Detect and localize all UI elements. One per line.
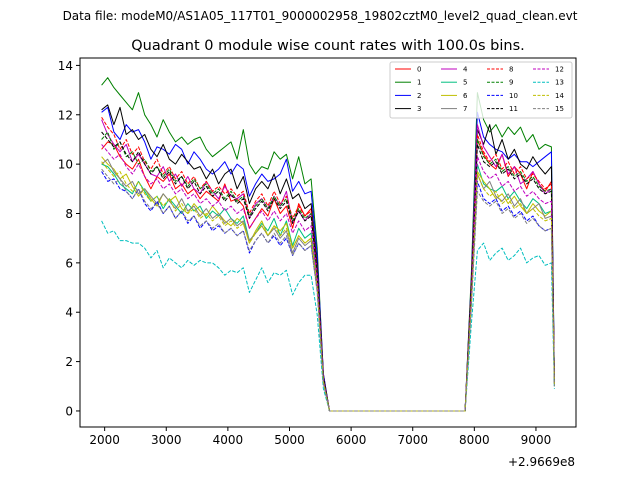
legend-box [389,61,573,119]
axis-ticks: 2000 3000 4000 5000 6000 7000 8000 900002468101… [58,59,552,447]
legend-label-7: 7 [463,105,467,113]
legend-label-12: 12 [555,66,564,74]
axes-frame [79,57,577,428]
legend-label-4: 4 [463,66,468,74]
series-line-8 [101,116,555,412]
y-tick-label: 0 [65,404,73,418]
x-tick-label: 6000 [336,433,367,447]
legend-label-3: 3 [417,105,421,113]
series-line-3 [101,104,555,412]
legend-label-2: 2 [417,92,421,100]
y-tick-label: 4 [65,306,73,320]
x-tick-label: 8000 [459,433,490,447]
series-line-9 [101,131,555,412]
series-group [101,77,555,412]
x-tick-label: 5000 [274,433,305,447]
x-tick-label: 3000 [151,433,182,447]
y-tick-label: 6 [65,256,73,270]
legend-label-10: 10 [509,92,518,100]
series-line-13 [101,220,555,412]
series-line-1 [101,77,555,412]
legend-label-1: 1 [417,79,421,87]
x-tick-label: 7000 [397,433,428,447]
x-offset-label: +2.9669e8 [508,455,575,469]
y-tick-label: 8 [65,207,73,221]
legend-label-9: 9 [509,79,513,87]
legend-label-6: 6 [463,92,468,100]
series-line-2 [101,106,555,412]
x-tick-label: 9000 [521,433,552,447]
y-tick-label: 2 [65,355,73,369]
legend-label-13: 13 [555,79,564,87]
legend-label-14: 14 [555,92,564,100]
series-line-11 [101,131,555,412]
legend-label-8: 8 [509,66,513,74]
series-line-15 [101,168,555,412]
legend-label-0: 0 [417,66,421,74]
y-tick-label: 14 [58,59,73,73]
legend-label-15: 15 [555,105,564,113]
legend-label-5: 5 [463,79,467,87]
series-line-12 [101,144,555,412]
x-tick-label: 4000 [213,433,244,447]
y-tick-label: 10 [58,158,73,172]
series-line-10 [101,171,555,412]
series-line-14 [101,161,555,412]
figure-suptitle: Data file: modeM0/AS1A05_117T01_90000029… [63,9,578,23]
legend-label-11: 11 [509,105,518,113]
x-tick-label: 2000 [89,433,120,447]
y-tick-label: 12 [58,108,73,122]
chart-title: Quadrant 0 module wise count rates with … [131,38,525,54]
